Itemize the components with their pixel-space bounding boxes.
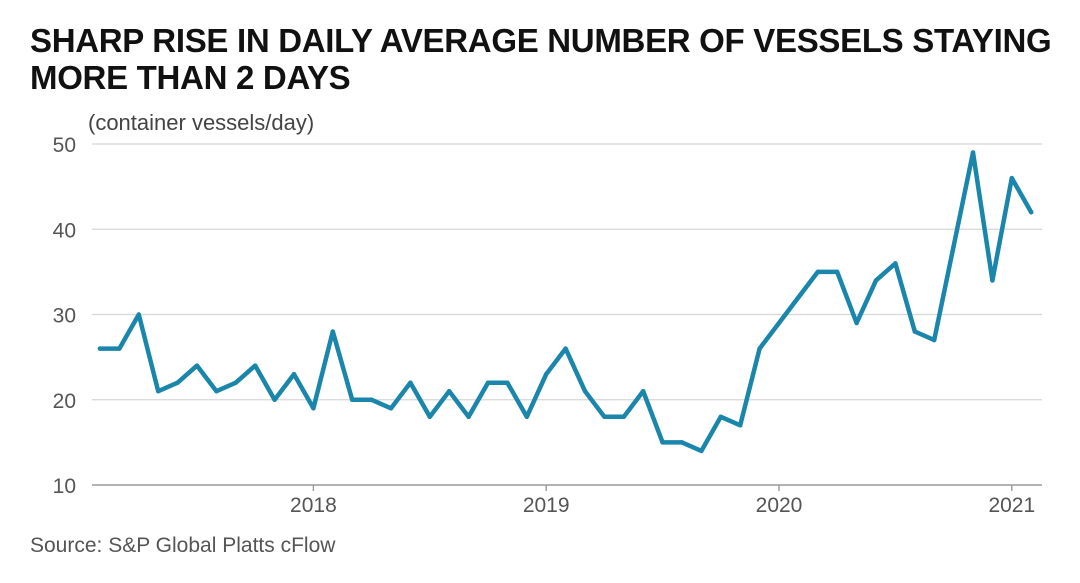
data-point: [873, 278, 879, 283]
data-point: [214, 389, 219, 394]
x-tick-label: 2019: [523, 494, 570, 517]
data-point: [796, 295, 801, 300]
x-tick-label: 2021: [988, 494, 1035, 517]
x-axis-ticks: 2018 2019 2020 2021: [290, 485, 1035, 517]
data-point: [602, 414, 607, 419]
data-point: [272, 397, 277, 402]
data-point: [563, 346, 568, 351]
data-point: [854, 320, 859, 326]
data-point: [291, 371, 297, 377]
data-point: [835, 269, 840, 275]
data-point: [718, 414, 723, 419]
data-point: [117, 346, 122, 351]
data-point: [233, 380, 238, 385]
y-tick-label: 20: [53, 390, 76, 413]
data-point: [757, 346, 762, 351]
data-point: [388, 406, 394, 411]
series-points: [97, 150, 1034, 454]
data-point: [524, 414, 529, 419]
data-point: [893, 261, 898, 266]
x-tick-label: 2020: [756, 494, 803, 517]
data-point: [776, 320, 782, 326]
y-axis-unit-label: (container vessels/day): [88, 110, 315, 135]
data-point: [738, 423, 743, 428]
data-point: [408, 380, 413, 385]
data-point: [970, 150, 976, 155]
data-point: [1029, 210, 1034, 215]
data-point: [912, 329, 917, 334]
x-tick-label: 2018: [290, 494, 337, 517]
source-note: Source: S&P Global Platts cFlow: [30, 534, 336, 557]
data-point: [485, 380, 491, 385]
data-point: [194, 363, 200, 368]
y-tick-label: 10: [53, 475, 76, 498]
chart-title: SHARP RISE IN DAILY AVERAGE NUMBER OF VE…: [30, 22, 1052, 96]
data-point: [815, 269, 820, 275]
data-point: [951, 244, 956, 249]
data-point: [621, 414, 626, 419]
y-axis-ticks: 10 20 30 40 50: [53, 134, 76, 498]
data-point: [175, 380, 180, 385]
data-point: [253, 363, 258, 368]
y-tick-label: 30: [53, 305, 76, 328]
data-point: [311, 406, 316, 411]
series-line: [97, 150, 1034, 454]
data-point: [660, 440, 665, 445]
data-point: [447, 389, 452, 394]
data-point: [990, 278, 995, 283]
data-point: [330, 329, 335, 334]
data-point: [544, 371, 549, 377]
data-point: [97, 346, 103, 351]
data-point: [156, 389, 161, 394]
y-tick-label: 50: [53, 134, 76, 157]
gridlines: [92, 143, 1042, 486]
data-point: [641, 389, 646, 394]
data-point: [505, 380, 510, 385]
data-point: [427, 414, 432, 419]
data-point: [136, 312, 141, 317]
data-point: [350, 397, 355, 402]
data-point: [679, 440, 685, 445]
y-tick-label: 40: [53, 219, 76, 242]
data-point: [466, 414, 471, 419]
data-point: [369, 397, 374, 402]
data-point: [699, 448, 704, 454]
data-point: [1009, 175, 1014, 181]
data-point: [582, 389, 588, 394]
data-point: [932, 337, 937, 343]
